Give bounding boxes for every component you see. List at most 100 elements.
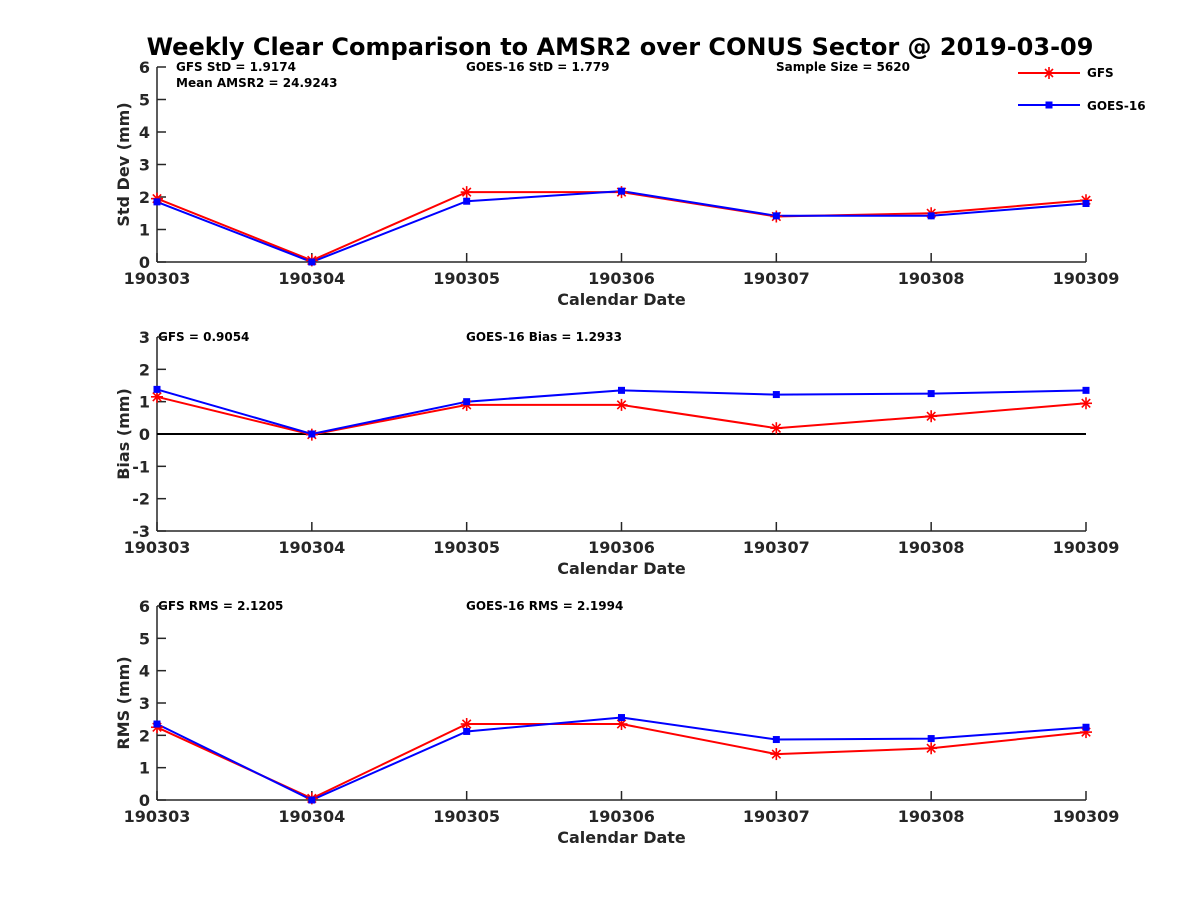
- data-point-goes-16: [618, 714, 625, 722]
- x-tick-label: 190309: [1053, 538, 1120, 557]
- data-point-goes-16: [308, 796, 316, 804]
- x-tick-label: 190308: [898, 807, 965, 826]
- data-point-goes-16: [153, 198, 161, 206]
- x-axis-label: Calendar Date: [557, 828, 686, 847]
- x-tick-label: 190306: [588, 807, 655, 826]
- y-tick-label: -3: [132, 522, 150, 541]
- y-tick-label: 1: [139, 393, 150, 412]
- x-tick-label: 190305: [433, 807, 500, 826]
- data-point-goes-16: [1082, 386, 1090, 394]
- y-tick-label: 0: [139, 425, 150, 444]
- y-tick-label: 2: [139, 360, 150, 379]
- data-point-gfs: [770, 422, 783, 435]
- y-tick-label: 6: [139, 58, 150, 77]
- y-tick-label: 2: [139, 188, 150, 207]
- y-tick-label: 5: [139, 91, 150, 110]
- y-tick-label: -1: [132, 457, 150, 476]
- annotation-goes16-std: GOES-16 StD = 1.779: [466, 60, 609, 74]
- annotation-gfs-bias: GFS = 0.9054: [158, 330, 249, 344]
- data-point-goes-16: [927, 212, 935, 220]
- y-tick-label: 3: [139, 328, 150, 347]
- x-tick-label: 190303: [124, 269, 191, 288]
- y-tick-label: 5: [139, 629, 150, 648]
- data-point-goes-16: [308, 430, 316, 438]
- legend-gfs-label: GFS: [1087, 66, 1114, 80]
- x-axis-label: Calendar Date: [557, 559, 686, 578]
- data-point-goes-16: [927, 390, 935, 398]
- x-tick-label: 190305: [433, 538, 500, 557]
- data-point-goes-16: [618, 187, 625, 195]
- data-point-gfs: [925, 410, 938, 423]
- annotation-gfs-rms: GFS RMS = 2.1205: [158, 599, 283, 613]
- y-tick-label: 0: [139, 253, 150, 272]
- y-tick-label: 1: [139, 759, 150, 778]
- data-point-gfs: [615, 718, 628, 731]
- x-tick-label: 190307: [743, 807, 810, 826]
- x-tick-label: 190306: [588, 538, 655, 557]
- data-point-goes-16: [463, 398, 471, 406]
- data-point-goes-16: [463, 197, 471, 205]
- legend-gfs-marker: [1043, 67, 1055, 79]
- x-tick-label: 190303: [124, 538, 191, 557]
- data-point-goes-16: [772, 212, 780, 220]
- data-point-gfs: [460, 186, 473, 199]
- series-line-gfs: [156, 191, 1087, 262]
- x-axis-label: Calendar Date: [557, 290, 686, 309]
- y-tick-label: 4: [139, 662, 150, 681]
- y-tick-label: -2: [132, 490, 150, 509]
- panel-3: 190303 190304 190305 190306 190307 190308 1903…: [114, 597, 1119, 847]
- y-axis-label: Bias (mm): [114, 388, 133, 480]
- annotation-gfs-std: GFS StD = 1.9174: [176, 60, 296, 74]
- data-point-gfs: [770, 748, 783, 761]
- x-tick-label: 190309: [1053, 269, 1120, 288]
- annotation-mean-amsr2: Mean AMSR2 = 24.9243: [176, 76, 337, 90]
- data-point-gfs: [151, 390, 163, 403]
- y-tick-label: 1: [139, 221, 150, 240]
- legend: GFS GOES-16: [1018, 66, 1146, 113]
- annotation-sample-size: Sample Size = 5620: [776, 60, 910, 74]
- annotation-goes16-rms: GOES-16 RMS = 2.1994: [466, 599, 623, 613]
- y-tick-label: 3: [139, 156, 150, 175]
- data-point-goes-16: [463, 727, 471, 735]
- x-tick-label: 190304: [278, 807, 345, 826]
- data-point-goes-16: [153, 720, 161, 728]
- legend-goes16-marker: [1045, 101, 1053, 109]
- data-point-goes-16: [927, 735, 935, 743]
- series-line-goes-16: [156, 388, 1087, 436]
- x-tick-label: 190307: [743, 538, 810, 557]
- x-tick-label: 190304: [278, 538, 345, 557]
- y-axis-label: RMS (mm): [114, 656, 133, 749]
- annotation-goes16-bias: GOES-16 Bias = 1.2933: [466, 330, 622, 344]
- x-tick-label: 190304: [278, 269, 345, 288]
- data-point-goes-16: [772, 736, 780, 744]
- x-tick-label: 190305: [433, 269, 500, 288]
- panel-2: 190303 190304 190305 190306 190307 190308 1903…: [114, 328, 1119, 578]
- y-tick-label: 0: [139, 791, 150, 810]
- panel-1: 190303 190304 190305 190306 190307 190308 1903…: [114, 58, 1119, 309]
- y-tick-label: 6: [139, 597, 150, 616]
- data-point-goes-16: [308, 258, 316, 266]
- x-tick-label: 190309: [1053, 807, 1120, 826]
- data-point-gfs: [615, 398, 628, 411]
- legend-goes16-label: GOES-16: [1087, 99, 1146, 113]
- series-line-gfs: [156, 723, 1087, 800]
- y-tick-label: 3: [139, 694, 150, 713]
- y-tick-label: 2: [139, 726, 150, 745]
- data-point-goes-16: [1082, 723, 1090, 731]
- chart-title: Weekly Clear Comparison to AMSR2 over CO…: [147, 33, 1094, 61]
- data-point-goes-16: [153, 385, 161, 393]
- x-tick-label: 190307: [743, 269, 810, 288]
- y-tick-label: 4: [139, 123, 150, 142]
- data-point-goes-16: [772, 391, 780, 399]
- data-point-gfs: [925, 742, 938, 755]
- x-tick-label: 190308: [898, 269, 965, 288]
- x-tick-label: 190306: [588, 269, 655, 288]
- data-point-gfs: [460, 718, 473, 731]
- x-tick-label: 190303: [124, 807, 191, 826]
- data-point-gfs: [1080, 397, 1092, 410]
- series-line-goes-16: [156, 190, 1087, 264]
- x-tick-label: 190308: [898, 538, 965, 557]
- data-point-goes-16: [618, 386, 625, 394]
- y-axis-label: Std Dev (mm): [114, 102, 133, 226]
